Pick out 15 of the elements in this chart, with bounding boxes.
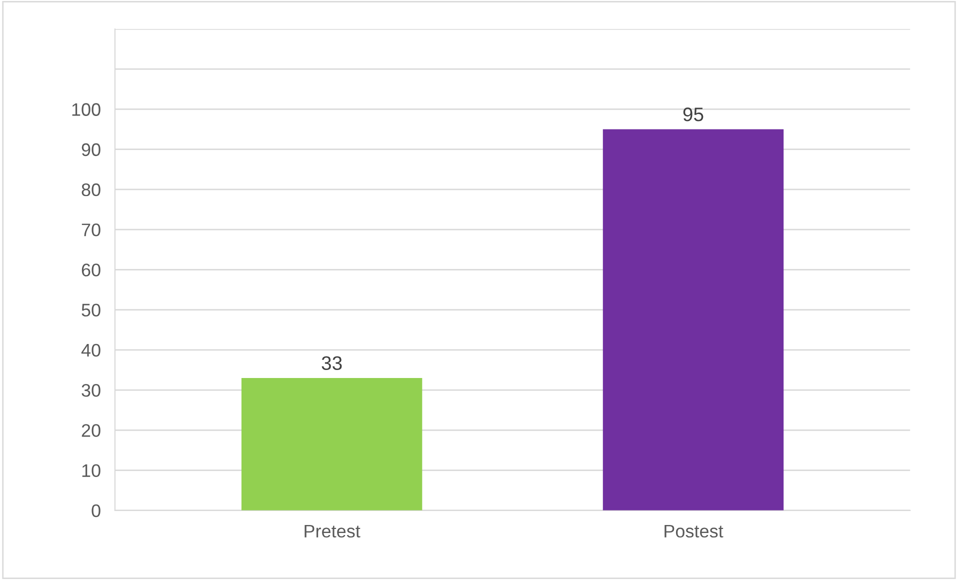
y-tick-label: 90 (82, 143, 100, 156)
data-label: 33 (322, 356, 342, 370)
y-tick-label: 10 (82, 464, 100, 478)
y-tick-label: 50 (82, 304, 100, 317)
x-tick-label: Pretest (304, 524, 360, 538)
y-tick-label: 80 (82, 183, 100, 196)
y-tick-label: 20 (82, 424, 100, 437)
y-tick-label: 100 (72, 103, 100, 116)
y-tick-label: 70 (82, 224, 100, 236)
data-label: 95 (683, 108, 704, 122)
y-tick-label: 40 (81, 344, 100, 357)
y-tick-label: 0 (92, 504, 100, 518)
y-tick-label: 30 (82, 384, 100, 397)
y-tick-label: 60 (82, 264, 100, 276)
x-tick-label: Postest (664, 524, 724, 538)
